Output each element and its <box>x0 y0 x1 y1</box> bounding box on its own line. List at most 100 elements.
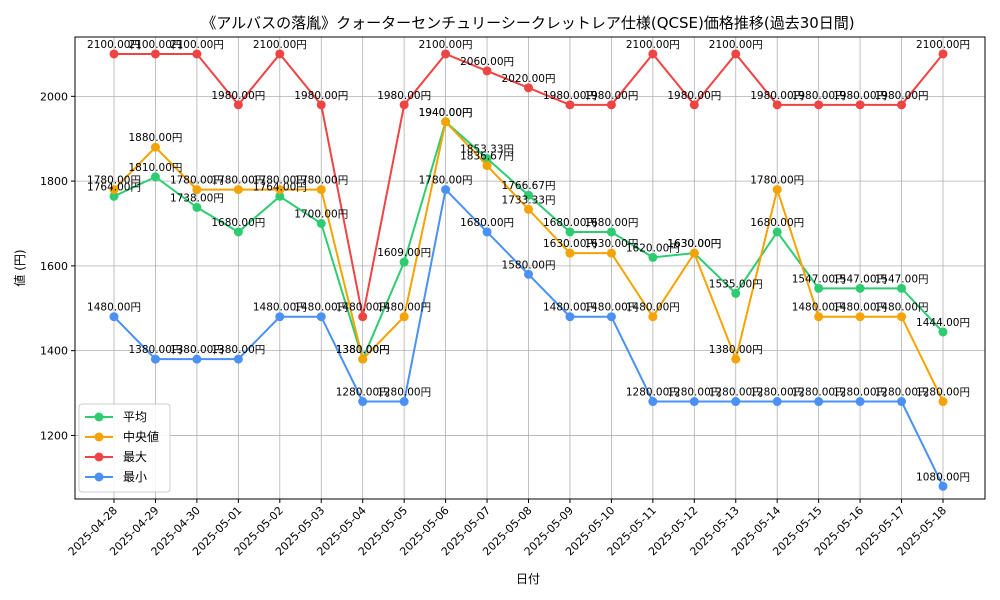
data-point <box>648 252 658 262</box>
data-point <box>150 142 160 152</box>
data-label: 1630.00円 <box>543 238 597 250</box>
legend-marker <box>94 452 104 462</box>
chart-title: 《アルバスの落胤》クォーターセンチュリーシークレットレア仕様(QCSE)価格推移… <box>201 14 854 32</box>
data-label: 1480.00円 <box>833 302 887 314</box>
data-label: 1280.00円 <box>875 387 929 399</box>
data-point <box>731 49 741 59</box>
data-point <box>565 248 575 258</box>
data-point <box>482 227 492 237</box>
data-point <box>358 312 368 322</box>
series-0 <box>109 117 948 364</box>
y-axis-label: 値 (円) <box>12 249 27 286</box>
data-point <box>233 354 243 364</box>
data-point <box>441 49 451 59</box>
data-point <box>482 161 492 171</box>
data-point <box>358 354 368 364</box>
data-label: 1780.00円 <box>294 175 348 187</box>
data-label: 1836.67円 <box>460 151 514 163</box>
data-point <box>316 218 326 228</box>
legend-item: 最小 <box>85 470 147 484</box>
data-label: 1280.00円 <box>626 387 680 399</box>
series-1 <box>109 117 948 407</box>
data-label: 1480.00円 <box>294 302 348 314</box>
series-3 <box>109 185 948 491</box>
data-label: 1733.33円 <box>502 194 556 206</box>
data-point <box>565 227 575 237</box>
data-point <box>441 117 451 127</box>
data-point <box>399 397 409 407</box>
data-point <box>897 397 907 407</box>
data-point <box>855 397 865 407</box>
data-label: 1480.00円 <box>336 302 390 314</box>
data-point <box>897 283 907 293</box>
data-label: 1980.00円 <box>377 90 431 102</box>
data-point <box>772 100 782 110</box>
data-point <box>109 312 119 322</box>
data-label: 1480.00円 <box>584 302 638 314</box>
y-tick-label: 2000 <box>40 90 68 103</box>
data-label: 1630.00円 <box>667 238 721 250</box>
data-label: 1880.00円 <box>128 132 182 144</box>
data-point <box>897 100 907 110</box>
data-label: 1980.00円 <box>792 90 846 102</box>
data-label: 1480.00円 <box>875 302 929 314</box>
data-label: 1940.00円 <box>419 107 473 119</box>
data-label: 1630.00円 <box>667 238 721 250</box>
data-label: 1980.00円 <box>294 90 348 102</box>
data-label: 1547.00円 <box>875 273 929 285</box>
data-point <box>482 66 492 76</box>
data-label: 1980.00円 <box>211 90 265 102</box>
data-point <box>192 185 202 195</box>
data-label: 1700.00円 <box>294 208 348 220</box>
data-label: 1280.00円 <box>667 387 721 399</box>
series-layer <box>109 49 948 491</box>
data-point <box>233 100 243 110</box>
data-point <box>316 312 326 322</box>
data-label: 1480.00円 <box>626 302 680 314</box>
data-label: 1780.00円 <box>750 175 804 187</box>
data-point <box>855 100 865 110</box>
legend-label: 中央値 <box>123 429 159 444</box>
data-point <box>855 283 865 293</box>
data-point <box>524 83 533 93</box>
legend-item: 中央値 <box>85 429 159 444</box>
data-label: 2100.00円 <box>253 39 307 51</box>
legend-item: 最大 <box>85 450 147 464</box>
data-label: 1609.00円 <box>377 247 431 259</box>
data-label: 2100.00円 <box>128 39 182 51</box>
data-label: 2100.00円 <box>170 39 224 51</box>
data-label: 1444.00円 <box>916 317 970 329</box>
plot-frame <box>74 36 986 500</box>
data-label: 1280.00円 <box>750 387 804 399</box>
legend-label: 最小 <box>123 470 147 484</box>
data-point <box>399 100 409 110</box>
data-point <box>731 397 741 407</box>
data-label: 2100.00円 <box>916 39 970 51</box>
data-point <box>814 100 824 110</box>
data-point <box>109 191 119 201</box>
data-label: 1980.00円 <box>584 90 638 102</box>
data-point <box>233 227 243 237</box>
data-point <box>275 185 285 195</box>
data-label: 1980.00円 <box>667 90 721 102</box>
data-label: 1380.00円 <box>709 344 763 356</box>
data-label: 1547.00円 <box>792 273 846 285</box>
legend-marker <box>94 412 104 422</box>
data-point <box>275 49 285 59</box>
data-label: 1380.00円 <box>128 344 182 356</box>
data-point <box>524 204 533 214</box>
data-point <box>689 248 699 258</box>
data-point <box>316 185 326 195</box>
data-point <box>689 397 699 407</box>
legend-box <box>78 403 171 493</box>
data-label: 1480.00円 <box>87 302 141 314</box>
series-2 <box>109 49 948 322</box>
data-point <box>938 397 948 407</box>
data-point <box>565 100 575 110</box>
data-label: 1680.00円 <box>211 217 265 229</box>
data-label: 1738.00円 <box>170 192 224 204</box>
y-tick-label: 1200 <box>40 429 68 442</box>
data-label: 1780.00円 <box>211 175 265 187</box>
data-point <box>938 481 948 491</box>
